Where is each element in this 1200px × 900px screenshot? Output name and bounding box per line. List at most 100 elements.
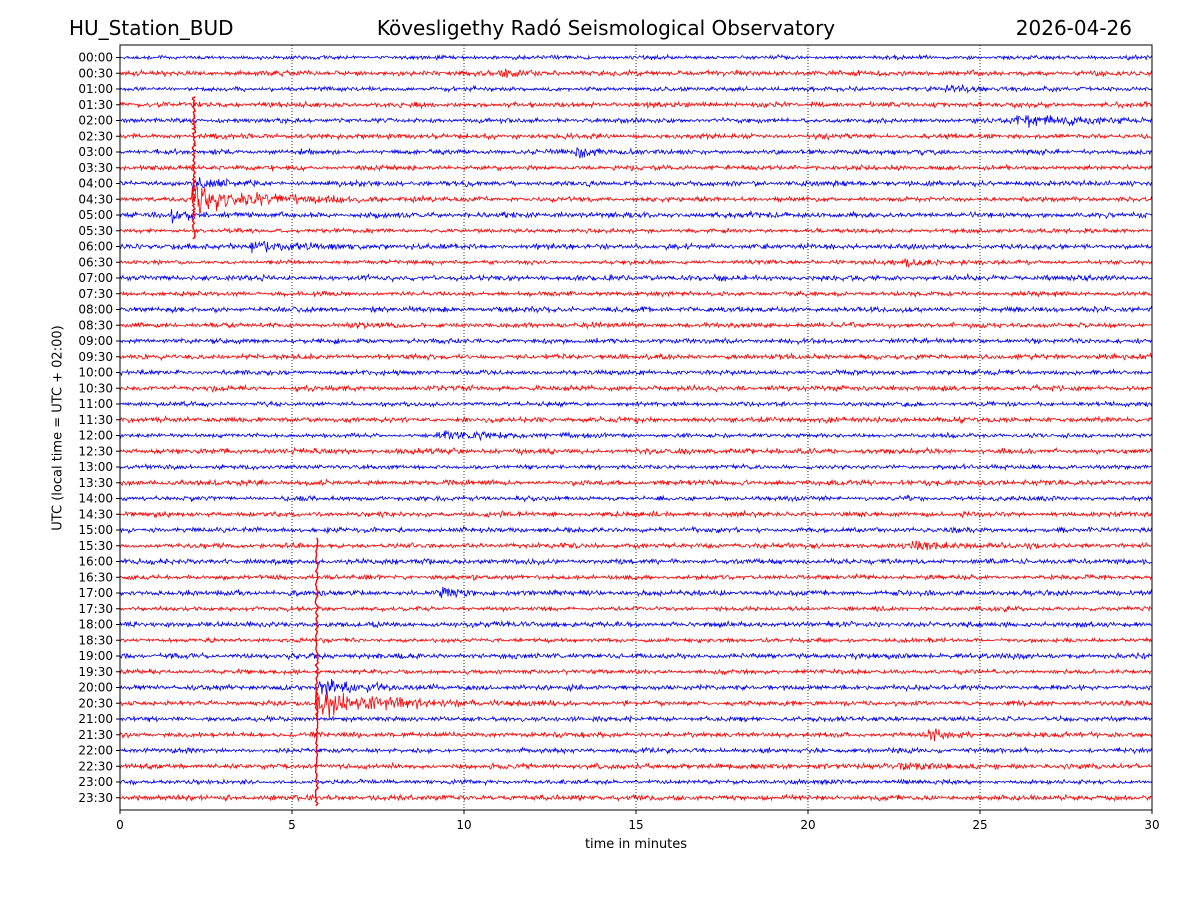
trace-row-0630 [120,257,1152,269]
y-tick-label: 23:00 [78,775,113,789]
trace-row-0430 [120,186,1152,214]
x-tick-label: 15 [628,818,643,832]
station-name: HU_Station_BUD [69,16,234,40]
trace-row-1600 [120,557,1152,567]
x-tick-label: 10 [456,818,471,832]
trace-row-0000 [120,53,1152,61]
y-tick-label: 17:00 [78,586,113,600]
trace-row-2100 [120,714,1152,724]
trace-row-0130 [120,100,1152,110]
trace-row-0530 [120,227,1152,235]
chart-title: Kövesligethy Radó Seismological Observat… [376,16,836,40]
trace-row-0800 [120,305,1152,315]
y-tick-label: 22:30 [78,759,113,773]
y-tick-label: 16:30 [78,570,113,584]
chart-date: 2026-04-26 [1015,16,1132,40]
y-tick-label: 14:30 [78,507,113,521]
y-tick-label: 21:30 [78,728,113,742]
y-tick-label: 02:30 [78,129,113,143]
trace-row-0300 [120,147,1152,159]
y-tick-label: 09:30 [78,350,113,364]
trace-row-2300 [120,777,1152,787]
trace-row-0600 [120,240,1152,254]
trace-row-1900 [120,651,1152,661]
y-tick-label: 10:00 [78,366,113,380]
trace-row-1700 [120,586,1152,599]
y-tick-label: 11:30 [78,413,113,427]
y-tick-label: 03:30 [78,161,113,175]
y-tick-label: 08:30 [78,318,113,332]
y-tick-label: 21:00 [78,712,113,726]
y-tick-label: 18:30 [78,633,113,647]
trace-row-0930 [120,352,1152,362]
trace-row-1330 [120,478,1152,487]
y-tick-label: 17:30 [78,602,113,616]
trace-row-0900 [120,336,1152,346]
spike-trace [314,537,320,807]
trace-row-1530 [120,540,1152,551]
trace-row-1100 [120,400,1152,409]
trace-row-0730 [120,289,1152,298]
trace-row-0030 [120,68,1152,79]
y-tick-label: 20:30 [78,696,113,710]
trace-row-1800 [120,619,1152,629]
trace-row-0400 [120,177,1152,196]
y-tick-label: 00:30 [78,66,113,80]
trace-row-1000 [120,368,1152,377]
y-tick-label: 13:00 [78,460,113,474]
y-tick-label: 10:30 [78,381,113,395]
trace-row-1030 [120,383,1152,394]
trace-row-0500 [120,209,1152,224]
trace-row-1300 [120,462,1152,472]
trace-row-2330 [120,793,1152,802]
trace-row-1830 [120,636,1152,645]
y-tick-label: 09:00 [78,334,113,348]
trace-row-2230 [120,761,1152,771]
y-tick-label: 06:30 [78,255,113,269]
y-tick-label: 02:00 [78,114,113,128]
x-tick-label: 30 [1144,818,1159,832]
trace-row-0830 [120,320,1152,330]
trace-row-0200 [120,115,1152,128]
trace-row-0700 [120,272,1152,283]
y-tick-label: 12:30 [78,444,113,458]
y-tick-label: 07:30 [78,287,113,301]
y-tick-label: 15:00 [78,523,113,537]
trace-row-1130 [120,415,1152,425]
x-tick-label: 0 [116,818,124,832]
y-tick-label: 00:00 [78,51,113,65]
y-tick-label: 23:30 [78,791,113,805]
trace-row-1630 [120,573,1152,582]
trace-row-2030 [120,687,1152,720]
trace-row-0230 [120,131,1152,141]
trace-row-2200 [120,746,1152,755]
x-tick-label: 5 [288,818,296,832]
y-tick-label: 08:00 [78,303,113,317]
trace-row-2000 [120,678,1152,696]
y-tick-label: 07:00 [78,271,113,285]
trace-row-1430 [120,509,1152,519]
y-tick-label: 04:30 [78,192,113,206]
y-tick-label: 16:00 [78,555,113,569]
trace-row-0100 [120,83,1152,94]
trace-row-1200 [120,430,1152,442]
y-tick-label: 13:30 [78,476,113,490]
trace-row-1930 [120,667,1152,676]
trace-row-1230 [120,446,1152,457]
x-tick-label: 20 [800,818,815,832]
x-tick-label: 25 [972,818,987,832]
y-tick-label: 05:00 [78,208,113,222]
y-tick-label: 15:30 [78,539,113,553]
y-tick-label: 05:30 [78,224,113,238]
y-tick-label: 12:00 [78,429,113,443]
y-tick-label: 01:30 [78,98,113,112]
x-axis-label: time in minutes [584,837,688,852]
trace-row-1730 [120,604,1152,613]
trace-row-1500 [120,525,1152,535]
y-tick-label: 19:00 [78,649,113,663]
spike-trace [191,96,197,240]
y-tick-label: 03:00 [78,145,113,159]
y-tick-label: 14:00 [78,492,113,506]
